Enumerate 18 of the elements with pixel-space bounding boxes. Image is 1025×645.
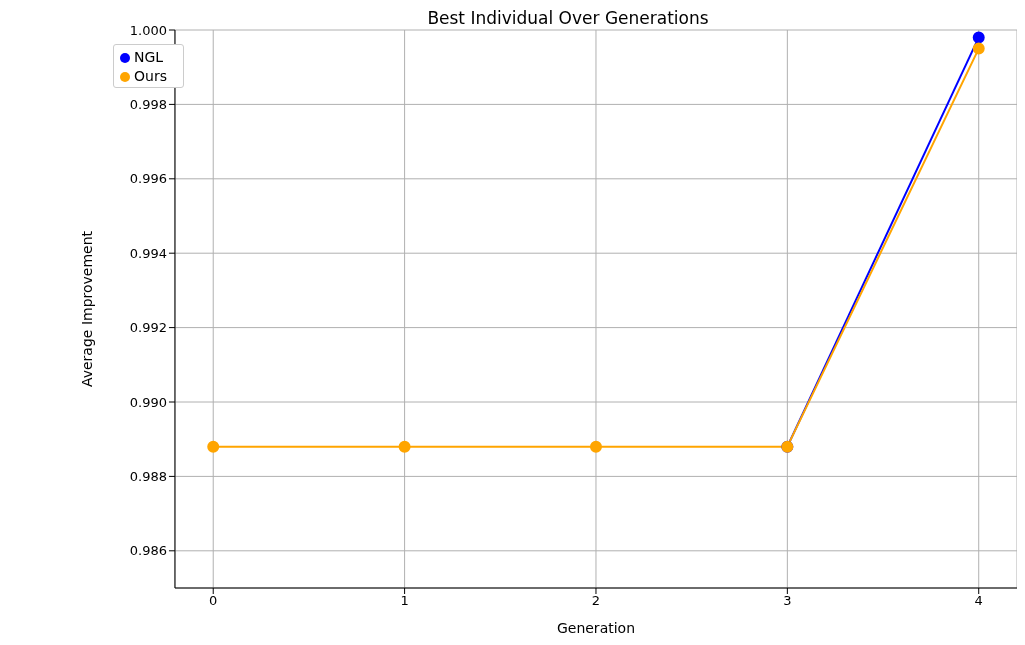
y-tick-label: 0.992	[129, 320, 167, 336]
x-axis-title: Generation	[556, 620, 636, 636]
y-axis-title: Average Improvement	[78, 230, 95, 388]
x-tick-label: 4	[974, 593, 983, 609]
x-tick-label: 2	[591, 593, 601, 609]
y-tick-label: 0.988	[129, 469, 167, 485]
y-tick-label: 0.994	[129, 245, 167, 261]
y-tick-label: 0.998	[129, 97, 167, 113]
chart-title: Best Individual Over Generations	[427, 8, 709, 28]
y-tick-label: 0.986	[129, 543, 167, 559]
x-tick-label: 3	[783, 593, 792, 609]
legend-label: NGL	[134, 49, 164, 65]
y-tick-label: 1.000	[129, 22, 167, 38]
y-tick-label: 0.996	[129, 171, 167, 187]
x-tick-label: 1	[400, 593, 409, 609]
x-tick-label: 0	[209, 593, 218, 609]
y-tick-label: 0.990	[129, 394, 167, 410]
legend-label: Ours	[134, 68, 167, 84]
